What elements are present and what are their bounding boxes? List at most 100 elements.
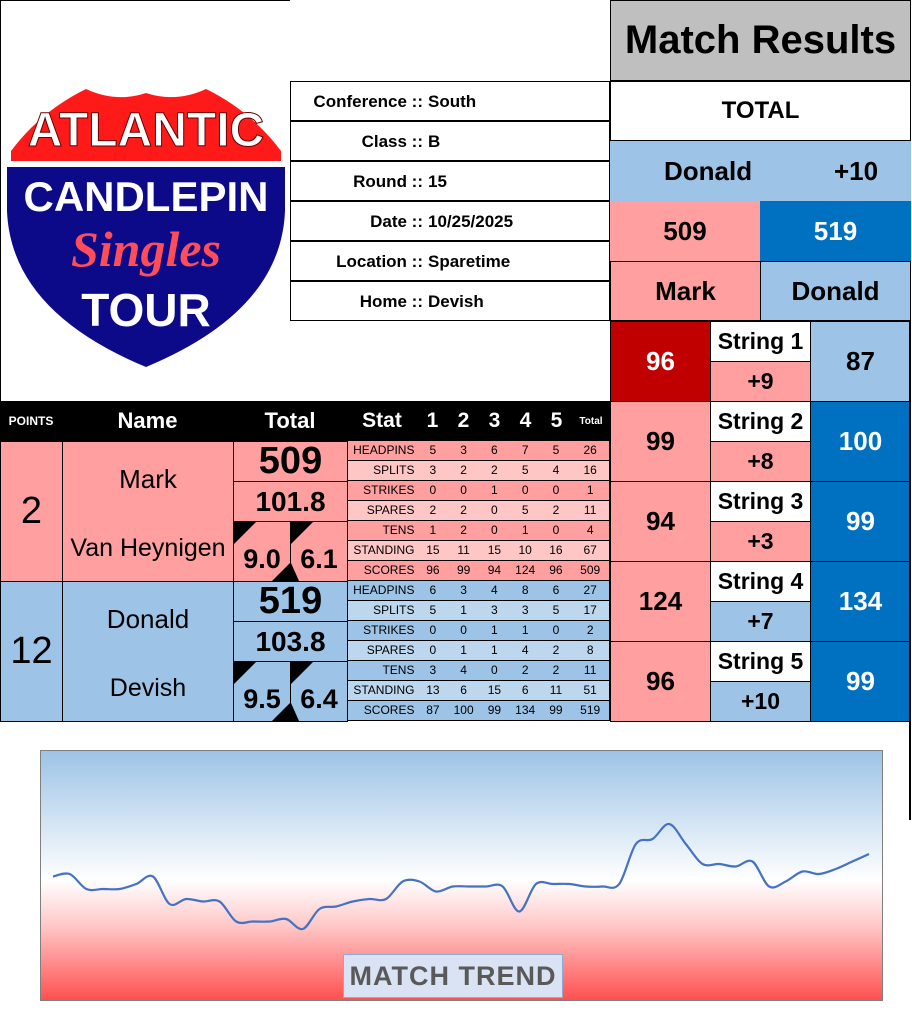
string-score-left: 94	[610, 481, 711, 562]
stat-cell: 3	[429, 463, 437, 477]
stat-cell: SPARES	[366, 643, 415, 657]
stat-cell: 7	[521, 443, 529, 457]
stat-cell: 27	[583, 583, 597, 597]
header-points: POINTS	[8, 414, 54, 428]
stat-cell: 99	[487, 703, 502, 717]
string-score-right: 99	[810, 481, 911, 562]
player-stat-b: 6.1	[290, 521, 348, 582]
stat-cell: 26	[583, 443, 597, 457]
stat-cell: 99	[549, 703, 563, 717]
stat-cell: 0	[552, 483, 560, 497]
stat-cell: 100	[453, 703, 474, 717]
stat-cell: 0	[460, 483, 467, 497]
trend-svg	[52, 822, 870, 931]
stat-cell: 1	[521, 623, 529, 637]
stat-cell: 15	[487, 543, 502, 557]
match-results-title: Match Results	[610, 0, 911, 81]
stat-cell: 0	[429, 623, 437, 637]
string-label: String 2	[710, 401, 811, 442]
string-score-right: 87	[810, 321, 911, 402]
stat-row: SPARES 2 2 0 5 2 11	[347, 501, 610, 521]
stat-cell: 10	[518, 543, 532, 557]
stat-cell: 134	[515, 703, 536, 717]
info-row: Conference :: South	[290, 81, 610, 121]
stat-cell: 2	[460, 523, 467, 537]
header-col-total: Total	[579, 415, 603, 427]
stat-cell: 5	[521, 503, 529, 517]
string-score-left: 96	[610, 321, 711, 402]
info-row: Class :: B	[290, 121, 610, 161]
stat-cell: SPARES	[366, 503, 415, 517]
stat-cell: 5	[552, 603, 560, 617]
stat-cell: 3	[491, 603, 498, 617]
stat-cell: 6	[429, 583, 437, 597]
stat-cell: 99	[456, 563, 471, 577]
player-points: 2	[0, 441, 63, 582]
info-key: Round ::	[353, 172, 423, 191]
stat-cell: 5	[429, 603, 437, 617]
stat-row: TENS 1 2 0 1 0 4	[347, 521, 610, 541]
stat-cell: 4	[491, 583, 498, 597]
string-score-right: 99	[810, 641, 911, 722]
player-name-cell: Donald Devish	[62, 581, 234, 722]
stat-row: SPLITS 3 2 2 5 4 16	[347, 461, 610, 481]
stat-cell: 0	[552, 523, 560, 537]
stat-cell: 11	[549, 683, 563, 697]
info-key: Location ::	[336, 252, 423, 271]
stat-cell: STANDING	[353, 543, 415, 557]
svg-text:Singles: Singles	[71, 221, 221, 277]
stat-cell: 6	[460, 683, 467, 697]
stat-cell: 6	[491, 443, 498, 457]
info-key: Date ::	[370, 212, 423, 231]
info-value: B	[428, 132, 441, 151]
info-key: Class ::	[361, 132, 423, 151]
stat-cell: TENS	[382, 663, 415, 677]
stat-cell: 51	[583, 683, 597, 697]
header-col: 1	[426, 409, 439, 432]
header-total: Total	[264, 408, 316, 433]
header-col: 2	[457, 409, 470, 432]
stat-cell: 509	[580, 563, 601, 577]
name-left: Mark	[610, 261, 761, 321]
stat-row: SPARES 0 1 1 4 2 8	[347, 641, 610, 661]
string-diff: +8	[710, 441, 811, 482]
table-header	[0, 401, 610, 441]
winner-row: Donald +10	[610, 141, 911, 201]
stat-cell: 1	[429, 523, 437, 537]
stat-cell: 0	[491, 523, 498, 537]
player-stat-a: 9.0	[233, 521, 291, 582]
string-label: String 1	[710, 321, 811, 362]
player-total: 519	[233, 580, 348, 622]
stat-cell: 67	[583, 543, 597, 557]
stat-cell: STRIKES	[363, 623, 415, 637]
stat-row: STANDING 13 6 15 6 11 51	[347, 681, 610, 701]
stat-cell: STANDING	[353, 683, 415, 697]
stat-cell: SPLITS	[373, 603, 415, 617]
stat-cell: 1	[460, 603, 467, 617]
player-total: 509	[233, 440, 348, 482]
info-value: Devish	[428, 292, 484, 311]
stat-cell: 2	[491, 463, 498, 477]
stat-cell: HEADPINS	[353, 583, 415, 597]
stat-cell: 519	[580, 703, 601, 717]
player-first-name: Mark	[119, 464, 177, 494]
stat-cell: STRIKES	[363, 483, 415, 497]
stat-cell: SCORES	[363, 563, 415, 577]
stat-cell: 2	[460, 503, 467, 517]
logo: ATLANTIC CANDLEPIN Singles TOUR	[0, 0, 290, 401]
stat-row: STANDING 15 11 15 10 16 67	[347, 541, 610, 561]
player-stat-b: 6.4	[290, 661, 348, 722]
stat-cell: 2	[552, 643, 560, 657]
string-label: String 4	[710, 561, 811, 602]
player-average: 103.8	[233, 621, 348, 662]
stat-cell: 124	[515, 563, 536, 577]
stat-cell: 11	[583, 663, 597, 677]
stat-cell: 3	[460, 443, 467, 457]
stat-cell: 5	[429, 443, 437, 457]
stat-cell: 1	[491, 643, 498, 657]
stat-cell: SPLITS	[373, 463, 415, 477]
stat-cell: 3	[429, 663, 437, 677]
stat-cell: 0	[460, 623, 467, 637]
stat-cell: 8	[586, 643, 594, 657]
info-value: 15	[428, 172, 447, 191]
